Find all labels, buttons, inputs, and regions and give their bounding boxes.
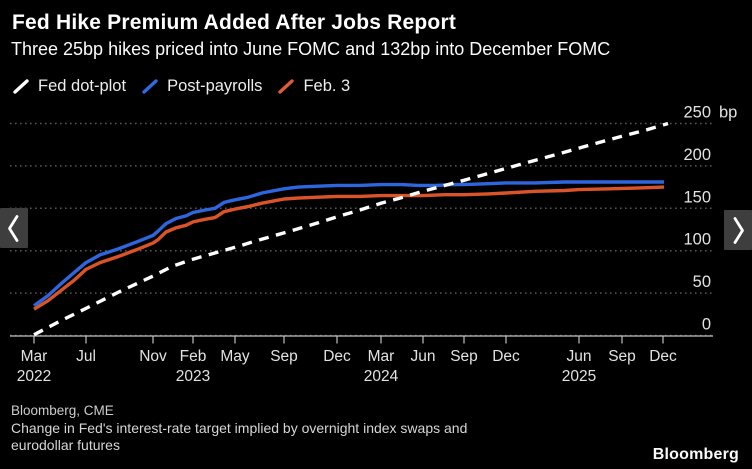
legend: Fed dot-plot Post-payrolls Feb. 3 <box>12 77 350 96</box>
x-axis-label-nov: Nov <box>139 348 167 365</box>
slash-icon <box>13 79 29 94</box>
x-axis-label-jun: Jun <box>567 348 592 365</box>
x-axis-label-mar: Mar <box>21 348 48 365</box>
carousel-next-button[interactable] <box>724 210 752 250</box>
source-text: Bloomberg, CME <box>11 403 114 418</box>
y-axis-label-250: 250 <box>683 104 711 122</box>
chevron-left-icon <box>8 215 19 242</box>
x-axis-label-sep: Sep <box>450 348 478 365</box>
legend-label: Fed dot-plot <box>38 77 127 95</box>
legend-label: Feb. 3 <box>303 77 351 95</box>
chart-footnote: Change in Fed's interest-rate target imp… <box>11 420 467 454</box>
legend-item-post-payrolls: Post-payrolls <box>141 77 262 96</box>
slash-icon <box>142 79 158 94</box>
footnote-line-2: eurodollar futures <box>11 437 120 453</box>
x-axis-year-2025: 2025 <box>562 368 596 385</box>
series-line-feb-3 <box>33 185 665 311</box>
x-axis-label-sep: Sep <box>608 348 636 365</box>
x-axis-label-sep: Sep <box>270 348 298 365</box>
x-axis-label-jun: Jun <box>411 348 436 365</box>
bloomberg-logo: Bloomberg <box>652 446 739 463</box>
y-axis-label-200: 200 <box>683 146 711 164</box>
legend-item-fed-dot-plot: Fed dot-plot <box>12 77 126 96</box>
y-axis-unit: bp <box>719 104 737 122</box>
legend-item-feb-3: Feb. 3 <box>277 77 350 96</box>
page-title: Fed Hike Premium Added After Jobs Report <box>12 11 457 34</box>
x-axis-year-2022: 2022 <box>17 368 51 385</box>
series-line-post-payrolls <box>32 180 664 308</box>
x-axis-label-dec: Dec <box>492 348 520 365</box>
legend-label: Post-payrolls <box>167 77 263 95</box>
chevron-right-icon <box>733 217 744 244</box>
x-axis-label-feb: Feb <box>180 348 207 365</box>
y-axis-label-50: 50 <box>693 273 711 291</box>
x-axis-label-dec: Dec <box>323 348 351 365</box>
slash-icon <box>278 79 295 94</box>
series-line-fed-dot-plot <box>33 121 669 337</box>
footnote-line-1: Change in Fed's interest-rate target imp… <box>11 420 468 436</box>
x-axis-label-dec: Dec <box>649 348 677 365</box>
page-subtitle: Three 25bp hikes priced into June FOMC a… <box>11 39 611 59</box>
x-axis-year-2023: 2023 <box>176 368 210 385</box>
y-axis-label-150: 150 <box>683 188 711 206</box>
x-axis-year-2024: 2024 <box>364 368 399 385</box>
x-axis-label-may: May <box>220 348 250 365</box>
y-axis-label-100: 100 <box>683 231 711 249</box>
carousel-prev-button[interactable] <box>0 208 28 248</box>
y-axis-label-0: 0 <box>702 316 711 334</box>
x-axis-label-jul: Jul <box>76 348 96 365</box>
x-axis-label-mar: Mar <box>368 348 395 365</box>
